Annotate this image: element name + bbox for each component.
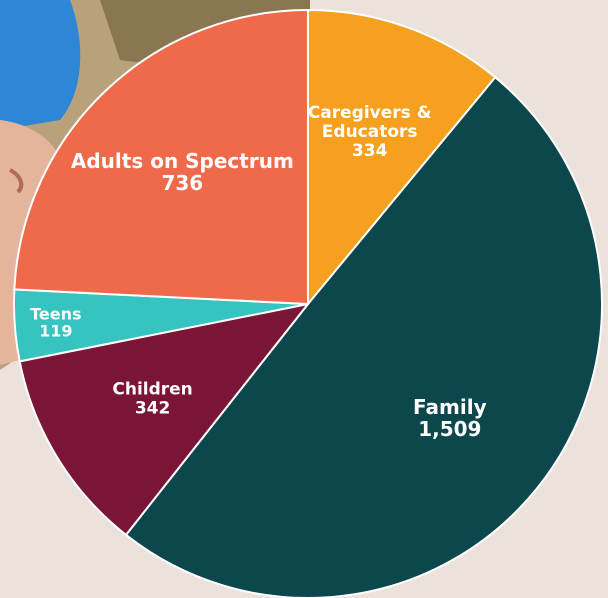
value-label: 119 — [0, 323, 126, 341]
category-label: Family — [330, 396, 570, 418]
page: (() => { const data = JSON.parse(documen… — [0, 0, 608, 598]
category-label: Teens — [0, 305, 126, 323]
value-label: 334 — [300, 142, 440, 161]
category-label: Children — [83, 381, 223, 400]
value-label: 1,509 — [330, 418, 570, 440]
category-label: Adults on Spectrum — [62, 150, 302, 172]
value-label: 342 — [83, 399, 223, 418]
category-label: Caregivers & Educators — [300, 104, 440, 141]
chart — [0, 0, 608, 598]
value-label: 736 — [62, 172, 302, 194]
